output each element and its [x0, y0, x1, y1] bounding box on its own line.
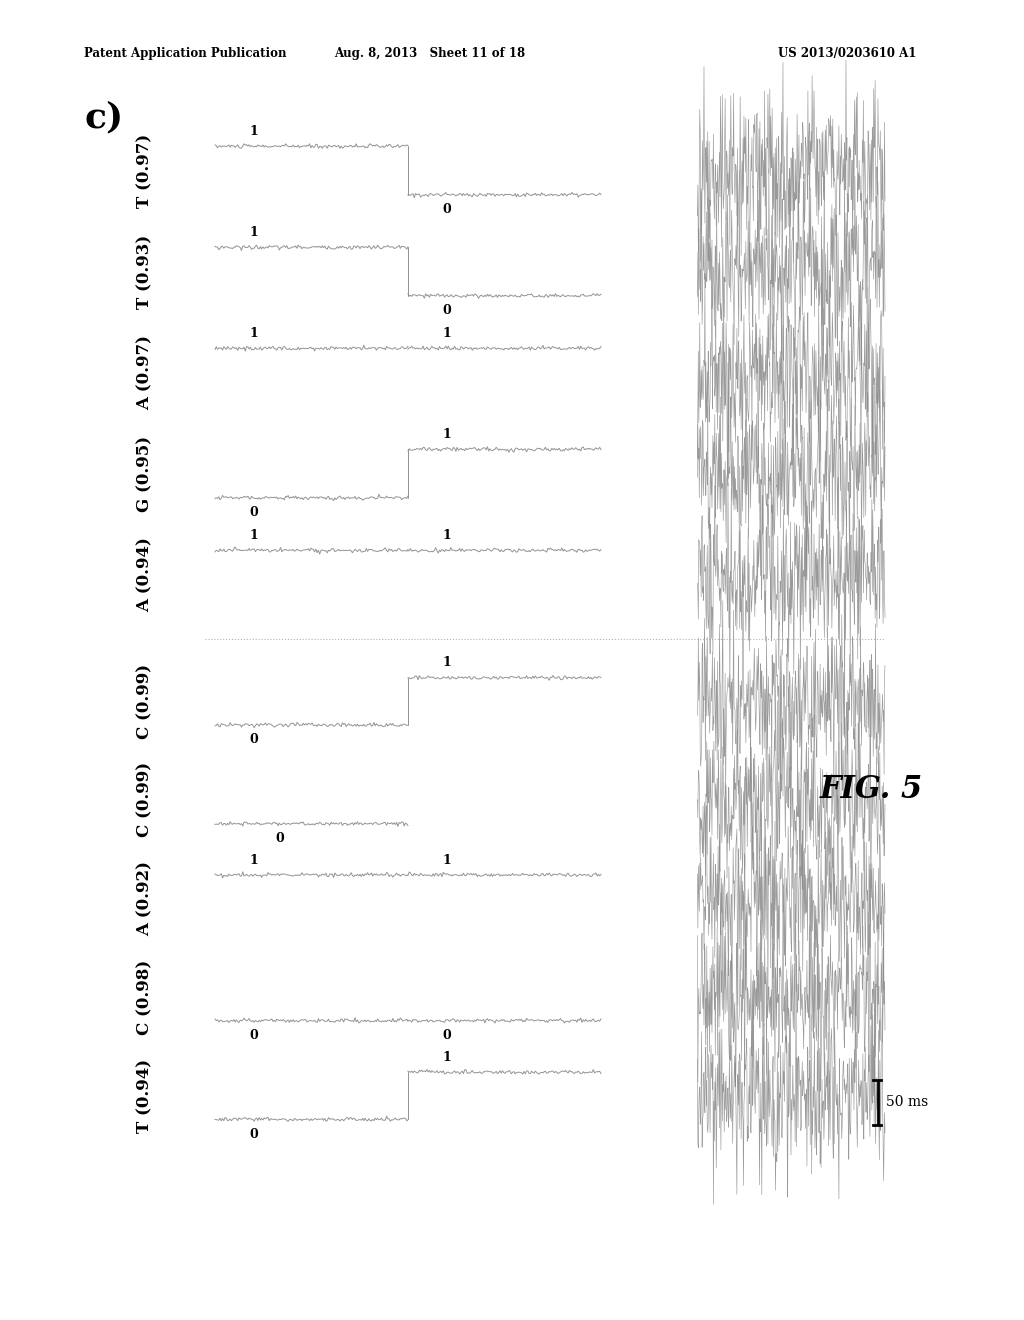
Text: 0: 0 — [442, 305, 451, 317]
Text: 50 ms: 50 ms — [886, 1096, 928, 1110]
Text: A (0.97): A (0.97) — [136, 335, 154, 411]
Text: T (0.94): T (0.94) — [136, 1059, 154, 1133]
Text: C (0.98): C (0.98) — [136, 960, 154, 1035]
Text: 1: 1 — [442, 1051, 451, 1064]
Text: 1: 1 — [442, 854, 451, 866]
Text: 1: 1 — [249, 124, 258, 137]
Text: 1: 1 — [249, 854, 258, 866]
Text: T (0.97): T (0.97) — [136, 133, 154, 207]
Text: 0: 0 — [249, 733, 258, 746]
Text: A (0.92): A (0.92) — [136, 861, 154, 936]
Text: 0: 0 — [442, 1030, 451, 1041]
Text: 0: 0 — [249, 507, 258, 519]
Text: 1: 1 — [442, 428, 451, 441]
Text: US 2013/0203610 A1: US 2013/0203610 A1 — [778, 46, 916, 59]
Text: Aug. 8, 2013   Sheet 11 of 18: Aug. 8, 2013 Sheet 11 of 18 — [335, 46, 525, 59]
Text: Patent Application Publication: Patent Application Publication — [84, 46, 287, 59]
Text: A (0.94): A (0.94) — [136, 537, 154, 612]
Text: 0: 0 — [275, 832, 284, 845]
Text: FIG. 5: FIG. 5 — [820, 775, 924, 805]
Text: G (0.95): G (0.95) — [136, 436, 154, 512]
Text: 0: 0 — [249, 1127, 258, 1140]
Text: C (0.99): C (0.99) — [136, 664, 154, 739]
Text: 1: 1 — [442, 326, 451, 339]
Text: 1: 1 — [442, 528, 451, 541]
Text: 1: 1 — [442, 656, 451, 669]
Text: 1: 1 — [249, 226, 258, 239]
Text: 1: 1 — [249, 528, 258, 541]
Text: 0: 0 — [249, 1030, 258, 1041]
Text: C (0.99): C (0.99) — [136, 763, 154, 837]
Text: 0: 0 — [442, 203, 451, 216]
Text: T (0.93): T (0.93) — [136, 235, 154, 309]
Text: 1: 1 — [249, 326, 258, 339]
Text: c): c) — [85, 100, 124, 135]
